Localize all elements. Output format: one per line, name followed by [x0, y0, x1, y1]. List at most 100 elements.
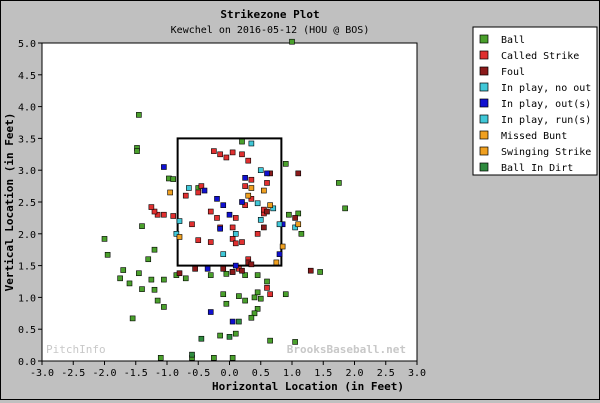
point-ball: [267, 337, 273, 344]
point-ball: [264, 278, 270, 285]
point-foul: [295, 170, 302, 177]
point-in-play-no-out: [232, 231, 239, 237]
point-ball-in-dirt: [236, 318, 242, 325]
point-called-strike: [207, 239, 214, 245]
strike-zone-box: [176, 137, 283, 267]
point-called-strike: [248, 176, 255, 183]
axis-ticks: -3.0 -2.5 -2.0 -1.5 -1.0 -0.5 0.0 0.5 1.0 1.5 2.0 2…: [18, 39, 426, 379]
point-ball: [139, 223, 145, 229]
point-ball: [242, 272, 248, 278]
point-ball: [242, 297, 248, 304]
point-foul: [261, 224, 267, 231]
legend-box: [472, 26, 598, 176]
legend-label-swinging-strike: Swinging Strike: [501, 147, 591, 158]
point-ball: [248, 314, 255, 321]
y-tick-label: 5.0: [18, 39, 36, 50]
y-tick-label: 2.5: [18, 198, 36, 209]
y-tick-label: 4.0: [18, 103, 36, 114]
y-tick-label: 4.5: [18, 71, 36, 82]
point-ball: [298, 231, 305, 237]
point-called-strike: [264, 285, 270, 291]
point-foul: [292, 215, 298, 221]
point-in-play-out-s: [214, 196, 220, 202]
point-in-play-out-s: [276, 251, 283, 257]
point-foul: [176, 270, 183, 277]
point-in-play-out-s: [242, 175, 248, 181]
point-ball: [207, 272, 214, 278]
point-swinging-strike: [248, 185, 255, 191]
point-swinging-strike: [273, 259, 280, 266]
point-ball: [120, 267, 127, 273]
point-called-strike: [211, 148, 217, 154]
y-tick-label: 2.0: [18, 230, 36, 241]
point-ball: [342, 205, 348, 212]
x-tick-label: 3.0: [408, 368, 426, 379]
point-ball: [154, 297, 161, 304]
point-called-strike: [223, 154, 230, 161]
point-called-strike: [148, 204, 155, 210]
point-called-strike: [229, 224, 236, 231]
point-ball: [157, 355, 164, 361]
point-in-play-out-s: [220, 202, 227, 208]
legend-label-in-play-no-out: In play, no out: [501, 83, 591, 94]
point-ball: [211, 355, 217, 361]
point-foul: [307, 267, 314, 274]
legend-swatch-missed-bunt: [479, 130, 489, 140]
x-tick-label: -3.0: [30, 368, 54, 379]
point-in-play-run-s: [254, 200, 261, 207]
point-in-play-out-s: [232, 262, 239, 269]
point-in-play-out-s: [201, 187, 208, 194]
legend-label-in-play-out-s: In play, out(s): [501, 99, 591, 110]
legend-swatch-in-play-run-s: [479, 114, 489, 124]
point-swinging-strike: [295, 221, 302, 228]
point-ball-in-dirt: [189, 351, 195, 358]
point-ball: [282, 161, 289, 167]
point-ball: [254, 272, 261, 278]
point-ball: [182, 275, 189, 282]
point-in-play-run-s: [276, 221, 283, 228]
point-foul: [248, 261, 255, 268]
legend-swatch-ball: [479, 34, 489, 44]
chart-title: Strikezone Plot: [220, 8, 319, 21]
point-ball: [251, 310, 258, 317]
point-in-play-out-s: [264, 170, 270, 177]
point-ball-in-dirt: [226, 334, 233, 340]
legend-swatch-foul: [479, 66, 489, 76]
point-in-play-out-s: [239, 199, 245, 205]
point-ball: [117, 275, 123, 282]
legend-label-in-play-run-s: In play, run(s): [501, 115, 591, 126]
point-swinging-strike: [279, 243, 286, 250]
legend: Ball Called Strike Foul In play, no out In p…: [472, 26, 598, 176]
point-foul: [229, 269, 236, 275]
x-tick-label: -0.5: [186, 368, 210, 379]
point-in-play-out-s: [229, 318, 236, 325]
point-in-play-no-out: [292, 224, 298, 231]
point-in-play-no-out: [270, 205, 277, 212]
point-ball: [151, 246, 158, 253]
point-ball: [104, 251, 111, 258]
point-in-play-no-out: [257, 217, 264, 223]
plot-area: [41, 42, 418, 362]
legend-label-ball: Ball: [501, 35, 525, 46]
point-in-play-out-s: [217, 225, 223, 232]
point-ball: [145, 256, 152, 263]
point-swinging-strike: [261, 187, 267, 194]
point-ball: [254, 306, 261, 312]
point-called-strike: [245, 157, 252, 164]
point-in-play-no-out: [257, 167, 264, 173]
point-called-strike: [267, 291, 273, 298]
x-tick-label: 1.5: [314, 368, 332, 379]
legend-swatch-in-play-no-out: [479, 82, 489, 92]
point-called-strike: [207, 208, 214, 215]
pitch-points: [101, 38, 348, 361]
point-ball: [136, 270, 142, 277]
point-ball: [251, 294, 258, 301]
point-ball: [151, 286, 158, 293]
point-foul: [239, 267, 245, 274]
point-ball: [126, 280, 133, 287]
point-swinging-strike: [167, 189, 173, 196]
point-ball: [292, 339, 298, 345]
legend-swatch-called-strike: [479, 50, 489, 60]
